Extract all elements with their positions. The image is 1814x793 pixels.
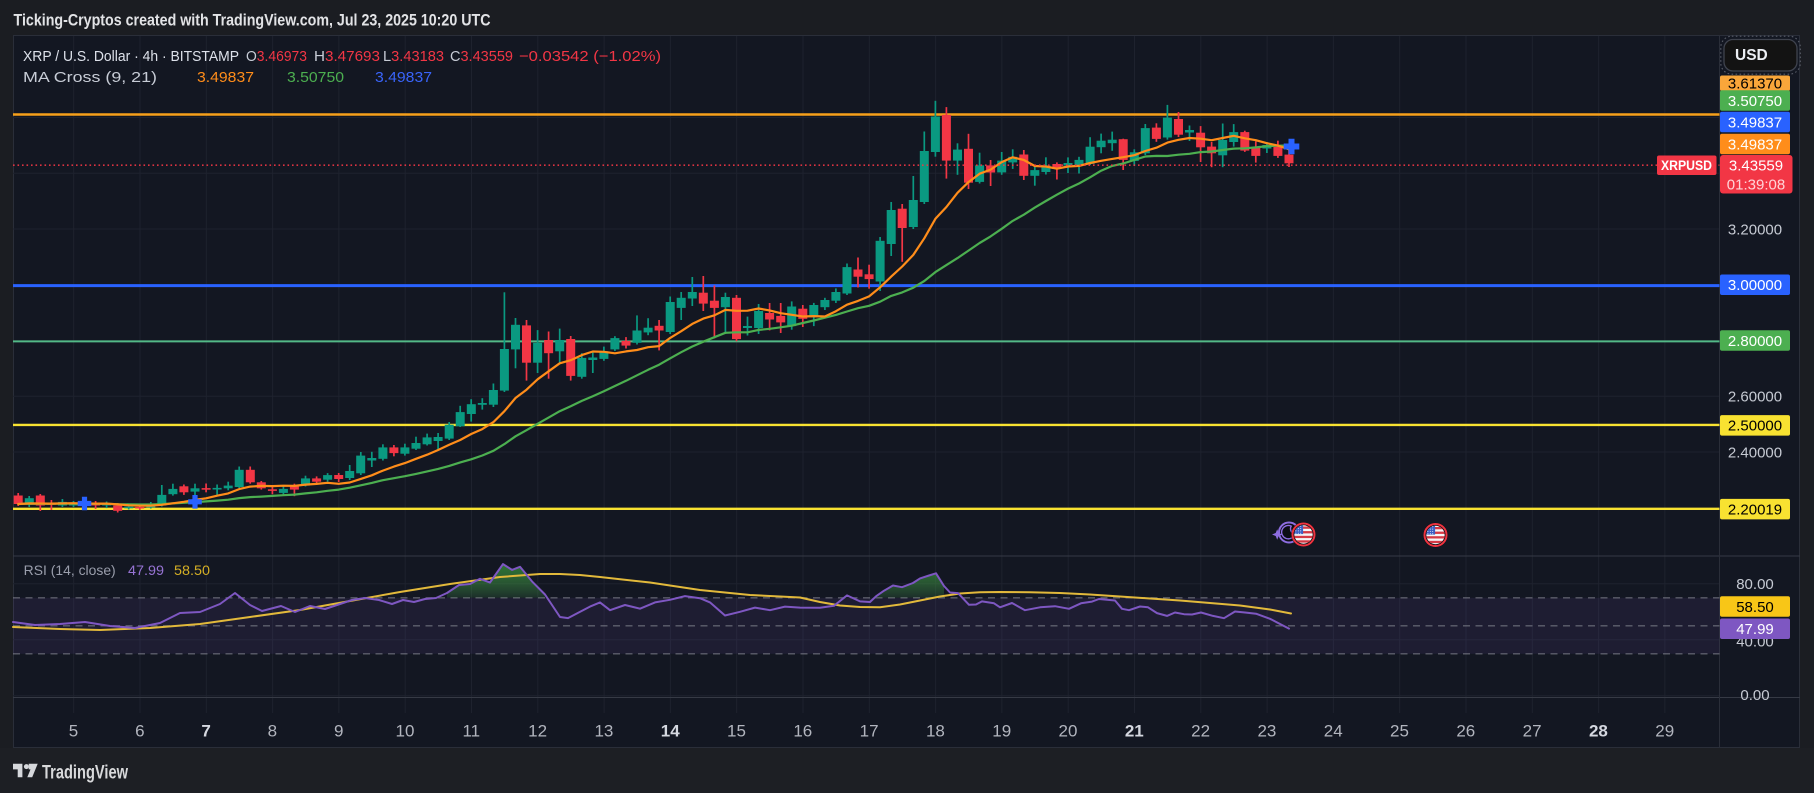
svg-text:2.80000: 2.80000 xyxy=(1728,333,1782,350)
svg-text:21: 21 xyxy=(1125,722,1144,741)
svg-text:2.60000: 2.60000 xyxy=(1728,389,1782,406)
svg-text:0.00: 0.00 xyxy=(1740,687,1769,704)
svg-text:6: 6 xyxy=(135,722,144,741)
svg-text:3.49837: 3.49837 xyxy=(197,69,254,86)
svg-text:H3.47693: H3.47693 xyxy=(314,48,380,65)
svg-text:12: 12 xyxy=(528,722,547,741)
svg-text:14: 14 xyxy=(661,722,680,741)
svg-text:3.49837: 3.49837 xyxy=(1728,136,1782,153)
svg-text:10: 10 xyxy=(396,722,415,741)
svg-text:2.50000: 2.50000 xyxy=(1728,418,1782,435)
svg-text:15: 15 xyxy=(727,722,746,741)
svg-text:2.40000: 2.40000 xyxy=(1728,444,1782,461)
svg-text:26: 26 xyxy=(1456,722,1475,741)
svg-text:25: 25 xyxy=(1390,722,1409,741)
svg-text:11: 11 xyxy=(462,722,480,741)
svg-text:23: 23 xyxy=(1257,722,1276,741)
svg-text:58.50: 58.50 xyxy=(174,563,210,578)
svg-text:XRPUSD: XRPUSD xyxy=(1661,158,1712,173)
svg-text:5: 5 xyxy=(69,722,78,741)
svg-text:MA Cross (9, 21): MA Cross (9, 21) xyxy=(23,69,157,86)
svg-text:XRP / U.S. Dollar · 4h · BITST: XRP / U.S. Dollar · 4h · BITSTAMP xyxy=(23,48,239,65)
svg-text:USD: USD xyxy=(1735,47,1768,64)
svg-text:−0.03542 (−1.02%): −0.03542 (−1.02%) xyxy=(519,48,661,65)
svg-text:8: 8 xyxy=(268,722,277,741)
svg-text:TradingView: TradingView xyxy=(42,763,128,784)
svg-text:47.99: 47.99 xyxy=(128,563,164,578)
svg-text:3.43559: 3.43559 xyxy=(1729,157,1783,174)
svg-text:01:39:08: 01:39:08 xyxy=(1727,176,1785,193)
svg-text:16: 16 xyxy=(793,722,812,741)
svg-text:24: 24 xyxy=(1324,722,1343,741)
svg-text:22: 22 xyxy=(1191,722,1210,741)
svg-text:47.99: 47.99 xyxy=(1736,621,1774,638)
svg-text:3.00000: 3.00000 xyxy=(1728,277,1782,294)
svg-text:3.49837: 3.49837 xyxy=(1728,114,1782,131)
svg-text:3.61370: 3.61370 xyxy=(1728,76,1782,93)
svg-text:3.20000: 3.20000 xyxy=(1728,221,1782,238)
svg-text:19: 19 xyxy=(992,722,1011,741)
svg-text:7: 7 xyxy=(201,722,210,741)
svg-text:RSI (14, close): RSI (14, close) xyxy=(24,563,116,578)
svg-text:L3.43183: L3.43183 xyxy=(383,48,444,65)
svg-text:18: 18 xyxy=(926,722,945,741)
svg-text:29: 29 xyxy=(1655,722,1674,741)
svg-text:9: 9 xyxy=(334,722,343,741)
svg-text:3.50750: 3.50750 xyxy=(287,69,344,86)
svg-text:3.50750: 3.50750 xyxy=(1728,93,1782,110)
svg-text:Ticking-Cryptos created with T: Ticking-Cryptos created with TradingView… xyxy=(14,11,491,30)
svg-text:17: 17 xyxy=(860,722,879,741)
svg-text:O3.46973: O3.46973 xyxy=(246,48,307,65)
svg-text:80.00: 80.00 xyxy=(1736,576,1774,593)
svg-text:58.50: 58.50 xyxy=(1736,599,1774,616)
svg-text:2.20019: 2.20019 xyxy=(1728,502,1782,519)
svg-text:27: 27 xyxy=(1523,722,1542,741)
svg-text:20: 20 xyxy=(1059,722,1078,741)
svg-text:3.49837: 3.49837 xyxy=(375,69,432,86)
svg-text:13: 13 xyxy=(594,722,613,741)
svg-text:28: 28 xyxy=(1589,722,1608,741)
svg-text:C3.43559: C3.43559 xyxy=(450,48,513,65)
